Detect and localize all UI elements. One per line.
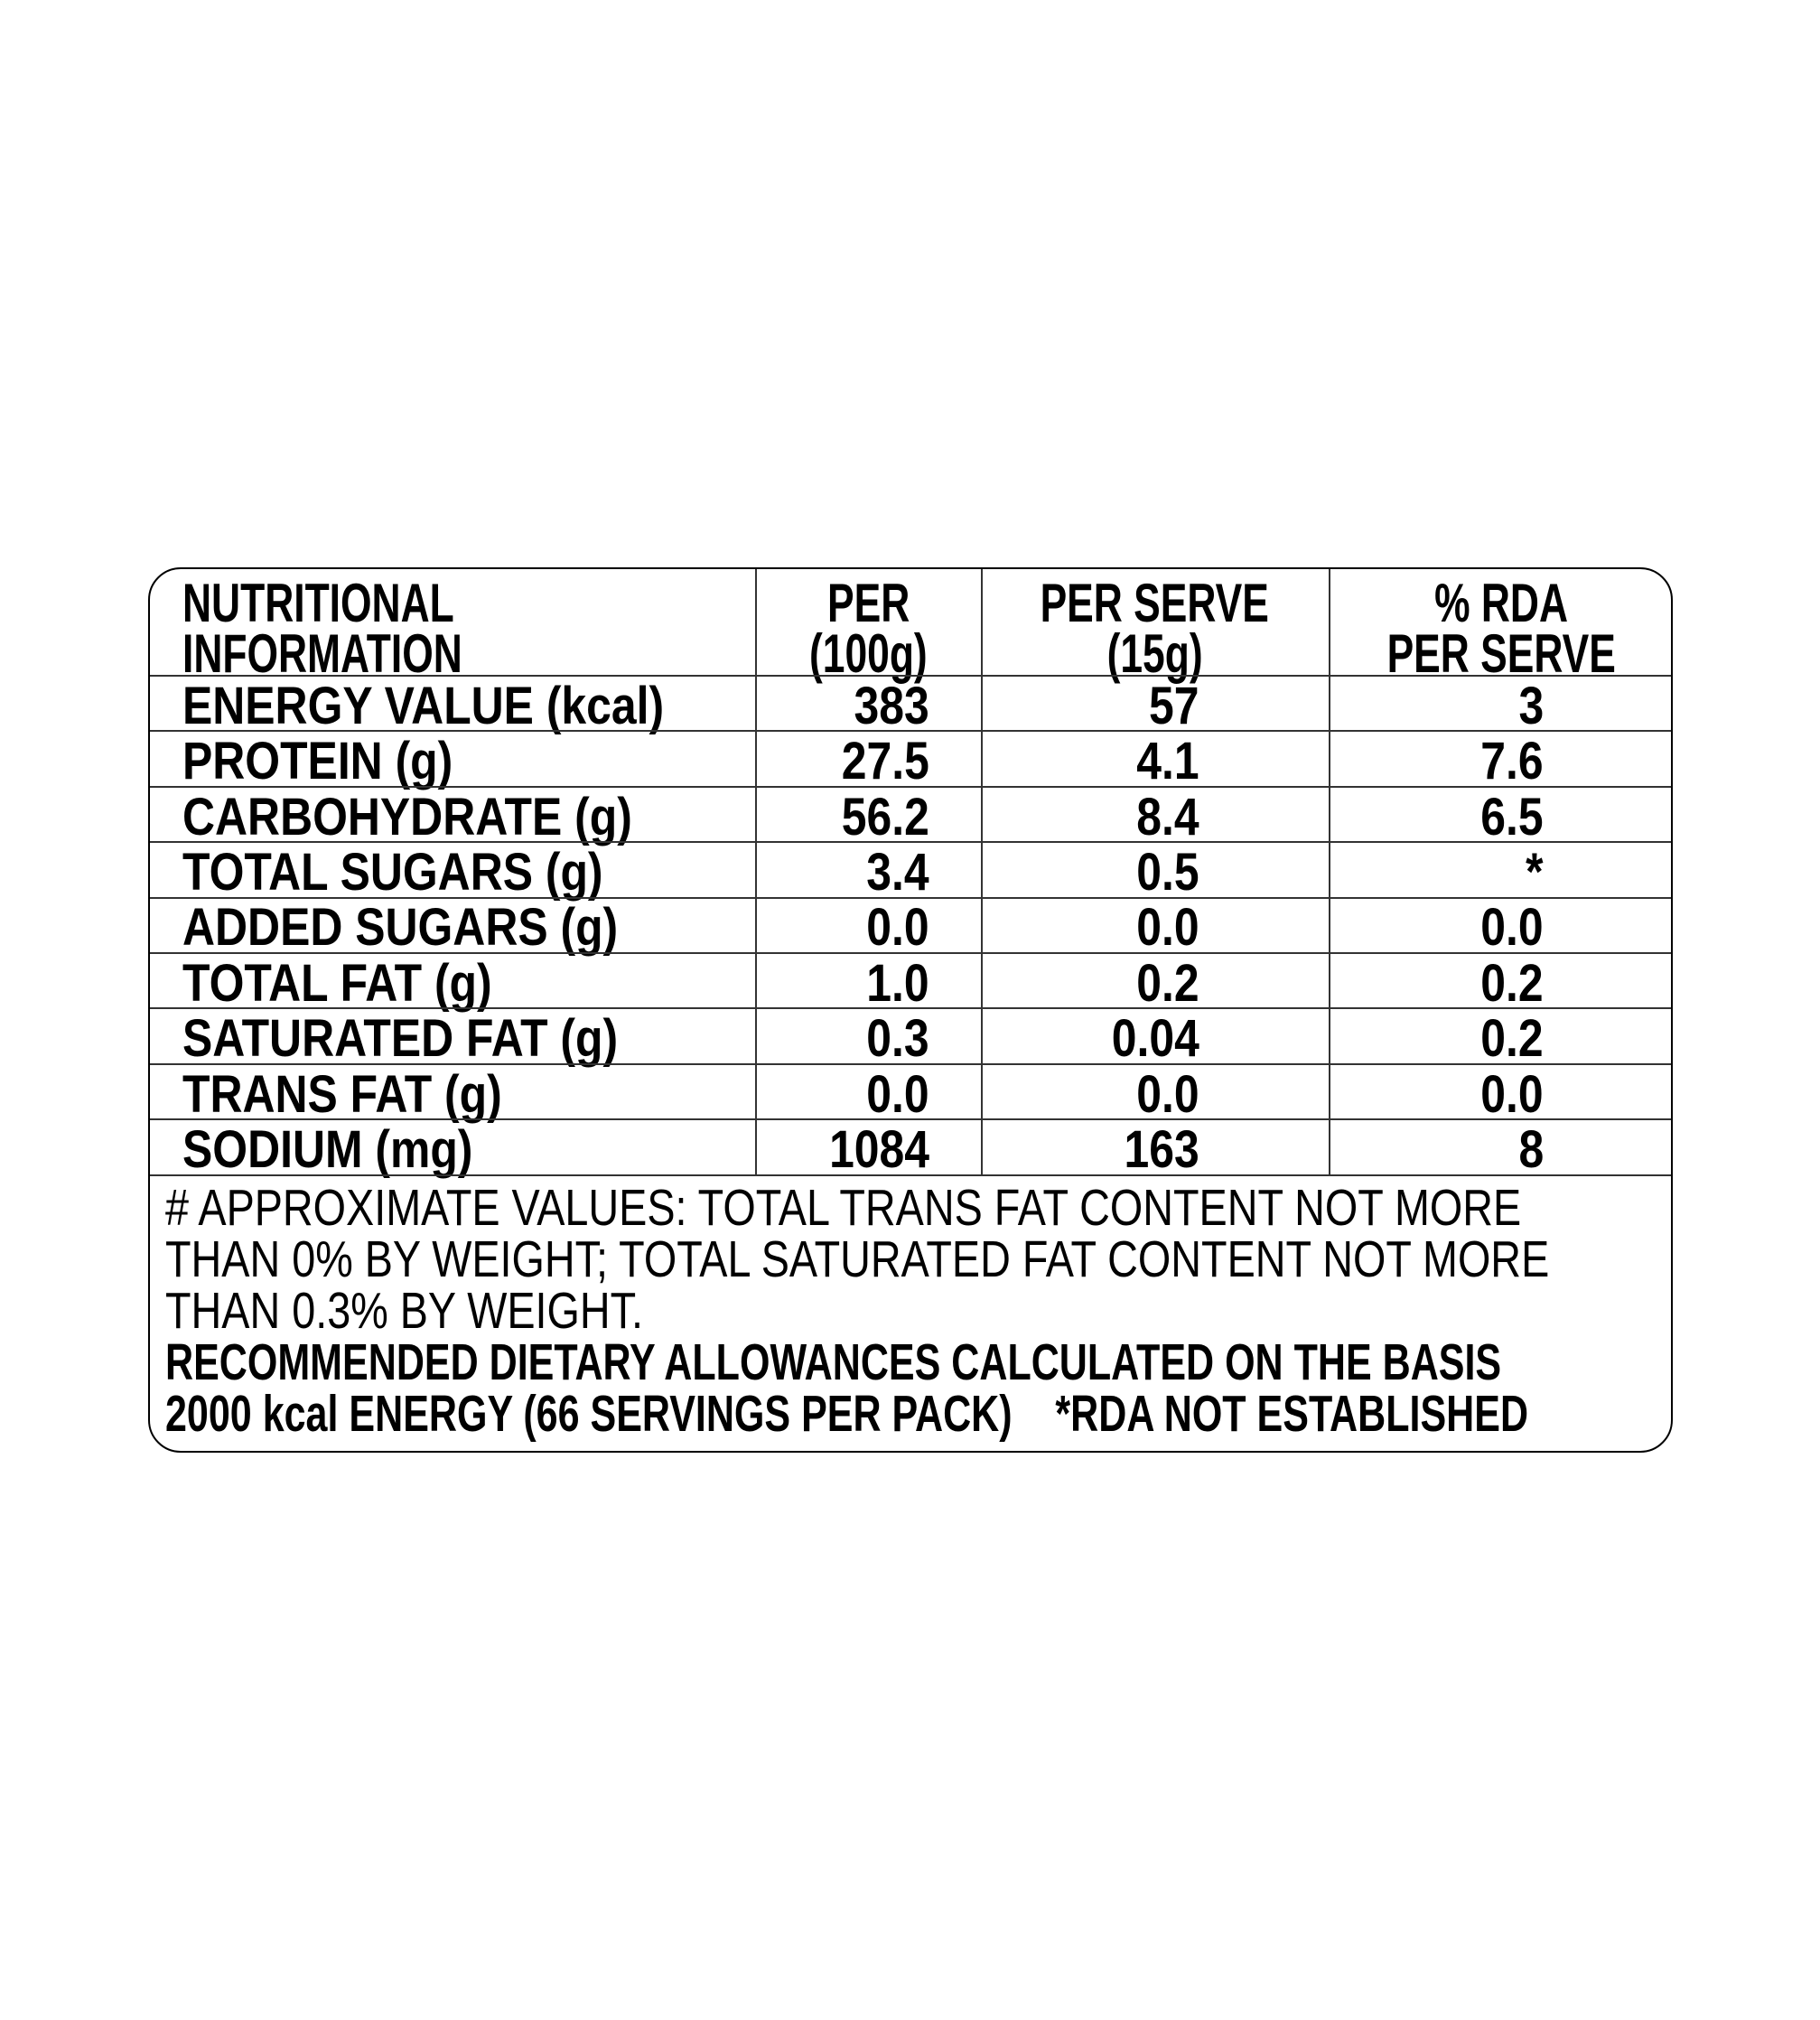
table-row-label: SODIUM (mg) xyxy=(182,1119,473,1179)
table-cell-per-100g: 0.0 xyxy=(866,898,929,958)
header-per-serve-line1: PER SERVE xyxy=(1040,573,1270,633)
table-cell-per-100g: 1.0 xyxy=(866,953,929,1013)
table-row-label: TOTAL SUGARS (g) xyxy=(182,842,603,902)
nutrition-facts-panel: NUTRITIONAL INFORMATION PER (100g) PER SER… xyxy=(148,567,1673,1453)
row-divider xyxy=(150,1174,1671,1176)
column-divider xyxy=(981,569,983,1175)
table-cell-per-serve: 8.4 xyxy=(1136,787,1199,846)
table-cell-per-serve: 0.2 xyxy=(1136,953,1199,1013)
header-per-100g: PER (100g) xyxy=(755,569,981,684)
header-label-line2: INFORMATION xyxy=(182,623,462,684)
table-cell-per-100g: 0.0 xyxy=(866,1064,929,1124)
header-rda-line1: % RDA xyxy=(1434,573,1569,633)
row-divider xyxy=(150,1062,1671,1065)
column-divider xyxy=(1329,569,1330,1175)
header-per-100g-line2: (100g) xyxy=(808,623,928,684)
table-cell-rda: 7.6 xyxy=(1480,732,1544,791)
row-divider xyxy=(150,952,1671,954)
table-row-label: TRANS FAT (g) xyxy=(182,1064,502,1124)
table-row-label: ADDED SUGARS (g) xyxy=(182,898,619,958)
table-cell-per-100g: 27.5 xyxy=(841,732,929,791)
row-divider xyxy=(150,675,1671,677)
header-per-serve-line2: (15g) xyxy=(1106,623,1203,684)
header-label-line1: NUTRITIONAL xyxy=(182,573,454,633)
header-per-serve: PER SERVE (15g) xyxy=(981,569,1329,684)
table-cell-per-serve: 0.0 xyxy=(1136,898,1199,958)
table-row-label: CARBOHYDRATE (g) xyxy=(182,787,632,846)
row-divider xyxy=(150,841,1671,844)
table-cell-rda: 8 xyxy=(1518,1119,1544,1179)
table-cell-per-100g: 3.4 xyxy=(866,842,929,902)
table-cell-per-serve: 0.5 xyxy=(1136,842,1199,902)
table-cell-rda: 0.0 xyxy=(1480,1064,1544,1124)
table-cell-per-serve: 0.04 xyxy=(1111,1009,1199,1069)
table-cell-per-serve: 0.0 xyxy=(1136,1064,1199,1124)
table-cell-rda: 3 xyxy=(1518,676,1544,735)
table-row-label: TOTAL FAT (g) xyxy=(182,953,492,1013)
table-cell-per-100g: 0.3 xyxy=(866,1009,929,1069)
footnote-line: # APPROXIMATE VALUES: TOTAL TRANS FAT CO… xyxy=(165,1179,1522,1237)
header-label: NUTRITIONAL INFORMATION xyxy=(150,569,755,684)
column-divider xyxy=(755,569,757,1175)
table-cell-rda: 6.5 xyxy=(1480,787,1544,846)
table-row-label: PROTEIN (g) xyxy=(182,732,453,791)
table-cell-rda: * xyxy=(1526,842,1544,902)
table-row-label: ENERGY VALUE (kcal) xyxy=(182,676,665,735)
table-cell-per-100g: 1084 xyxy=(829,1119,929,1179)
table-cell-per-serve: 163 xyxy=(1124,1119,1199,1179)
row-divider xyxy=(150,1007,1671,1010)
table-cell-per-serve: 4.1 xyxy=(1136,732,1199,791)
table-cell-per-serve: 57 xyxy=(1149,676,1199,735)
header-rda-line2: PER SERVE xyxy=(1386,623,1617,684)
table-row-label: SATURATED FAT (g) xyxy=(182,1009,619,1069)
header-rda: % RDA PER SERVE xyxy=(1329,569,1671,684)
row-divider xyxy=(150,896,1671,899)
footnote-line: THAN 0.3% BY WEIGHT. xyxy=(165,1282,643,1340)
rda-note-line: RECOMMENDED DIETARY ALLOWANCES CALCULATE… xyxy=(165,1333,1502,1391)
table-cell-rda: 0.2 xyxy=(1480,1009,1544,1069)
row-divider xyxy=(150,785,1671,788)
table-cell-rda: 0.2 xyxy=(1480,953,1544,1013)
table-cell-per-100g: 383 xyxy=(854,676,929,735)
footnote-line: THAN 0% BY WEIGHT; TOTAL SATURATED FAT C… xyxy=(165,1230,1550,1288)
table-cell-per-100g: 56.2 xyxy=(841,787,929,846)
row-divider xyxy=(150,1118,1671,1121)
row-divider xyxy=(150,730,1671,733)
rda-note-line: 2000 kcal ENERGY (66 SERVINGS PER PACK) … xyxy=(165,1385,1529,1443)
table-cell-rda: 0.0 xyxy=(1480,898,1544,958)
header-per-100g-line1: PER xyxy=(826,573,910,633)
